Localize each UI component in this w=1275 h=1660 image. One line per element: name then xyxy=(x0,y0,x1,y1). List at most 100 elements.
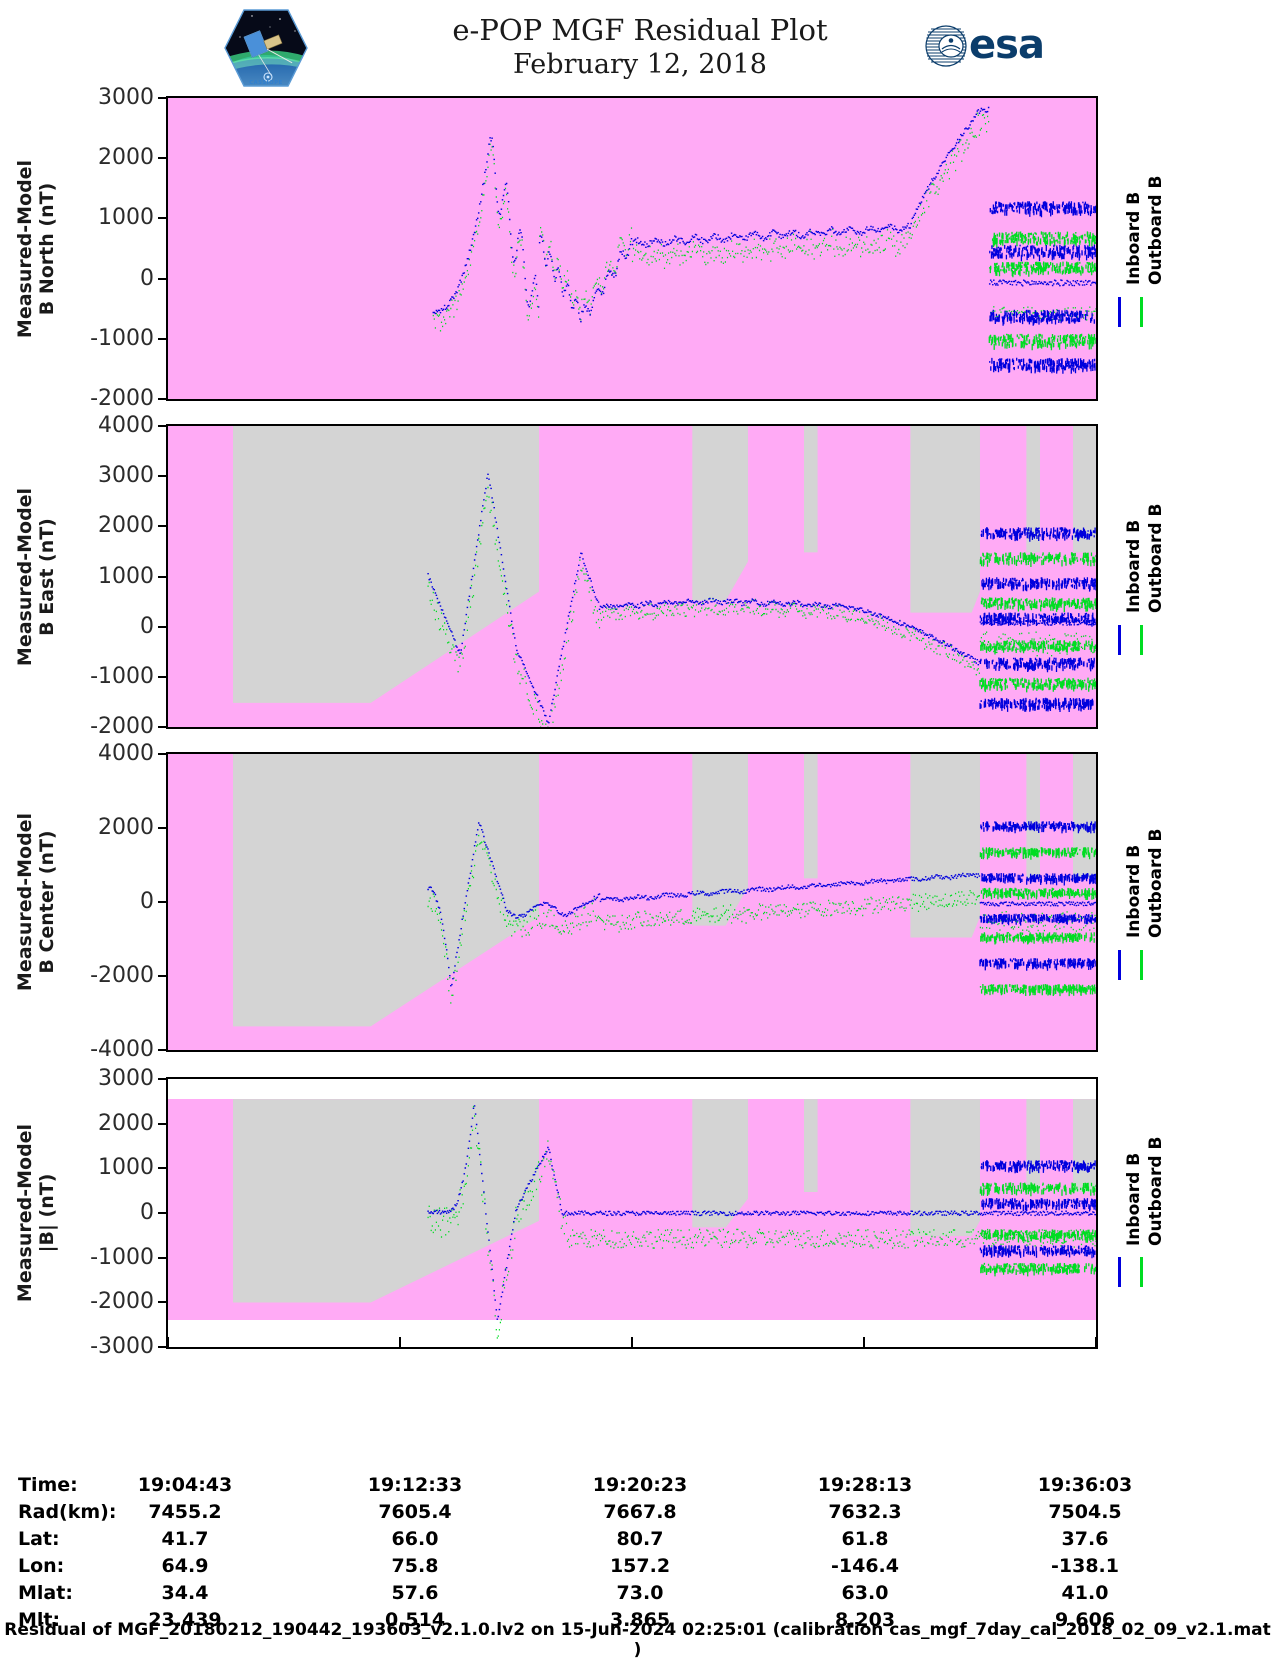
table-cell: 19:28:13 xyxy=(817,1474,913,1496)
y-axis-title-line1: Measured-Model xyxy=(14,812,36,992)
legend-swatch-outboard xyxy=(1140,625,1143,656)
scatter-band xyxy=(981,577,1096,592)
y-tick-mark xyxy=(158,827,167,829)
y-tick-mark xyxy=(158,398,167,400)
legend-swatch-outboard xyxy=(1140,950,1143,980)
table-cell: 8.203 xyxy=(834,1609,896,1631)
y-tick-mark xyxy=(158,726,167,728)
legend-swatch-inboard xyxy=(1118,625,1121,656)
data-traces-b-magnitude xyxy=(427,1105,1096,1339)
legend-label-inboard: Inboard B xyxy=(1124,1152,1144,1246)
y-tick-mark xyxy=(158,217,167,220)
page-header: CASSIOPE e-POP MGF Residual Plot Februar… xyxy=(0,0,1275,92)
y-tick-mark xyxy=(158,1212,167,1214)
y-tick-mark xyxy=(158,1301,167,1304)
y-tick-mark xyxy=(158,475,167,478)
y-tick-mark xyxy=(158,1122,167,1125)
shaded-region xyxy=(910,426,980,613)
y-axis-title-b-magnitude: Measured-Model |B| (nT) xyxy=(14,1093,58,1333)
table-cell: 19:12:33 xyxy=(367,1474,463,1496)
data-traces-b-east xyxy=(427,473,1096,727)
y-axis-b-magnitude: -3000 -2000 -1000 0 1000 2000 3000 xyxy=(54,1068,167,1358)
y-tick-label: -2000 xyxy=(90,963,154,988)
y-tick-label: 1000 xyxy=(98,563,154,589)
table-row: Mlat: 34.4 57.6 73.0 63.0 41.0 xyxy=(0,1582,1275,1609)
y-tick-label: -2000 xyxy=(90,386,154,411)
scatter-band xyxy=(979,1245,1096,1259)
scatter-band xyxy=(979,847,1096,860)
shaded-region xyxy=(692,1099,748,1228)
scatter-band xyxy=(979,677,1096,693)
outboard-b-trace xyxy=(432,112,1096,332)
table-cell: 23.439 xyxy=(148,1609,222,1631)
legend-label-outboard: Outboard B xyxy=(1146,828,1166,938)
scatter-band xyxy=(989,261,1096,278)
table-row-label: Rad(km): xyxy=(18,1501,117,1523)
esa-wordmark: esa xyxy=(969,22,1045,68)
scatter-band xyxy=(988,333,1096,351)
legend-b-north: Inboard B Outboard B xyxy=(1110,96,1180,401)
table-cell: 19:04:43 xyxy=(137,1474,233,1496)
y-tick-mark xyxy=(158,675,167,678)
legend-b-magnitude: Inboard B Outboard B xyxy=(1110,1077,1180,1349)
plot-panel-b-magnitude: -3000 -2000 -1000 0 1000 2000 3000 Measured-Mod… xyxy=(14,1068,1166,1358)
plot-area-b-center xyxy=(166,752,1098,1052)
y-tick-label: 3000 xyxy=(98,1066,154,1091)
y-tick-label: -2000 xyxy=(90,714,154,739)
plot-background-band xyxy=(168,98,1096,399)
x-tick-mark xyxy=(863,1337,865,1347)
y-tick-mark xyxy=(158,525,167,528)
plot-area-b-north xyxy=(166,96,1098,401)
y-tick-label: 3000 xyxy=(98,463,154,489)
data-traces-b-center xyxy=(427,821,1096,1004)
inboard-b-trace xyxy=(427,1105,1096,1320)
y-tick-label: -1000 xyxy=(90,663,154,689)
shaded-region xyxy=(1026,426,1041,553)
table-cell: 66.0 xyxy=(391,1528,439,1550)
scatter-band xyxy=(991,231,1096,248)
outboard-b-trace xyxy=(427,1105,1096,1339)
footer-caption: Residual of MGF_20180212_190442_193603_v… xyxy=(4,1620,1271,1660)
legend-swatch-outboard xyxy=(1140,1256,1143,1287)
y-tick-mark xyxy=(158,1346,167,1348)
y-tick-label: 0 xyxy=(140,1200,154,1225)
y-tick-mark xyxy=(158,1078,167,1080)
y-axis-title-b-center: Measured-Model B Center (nT) xyxy=(14,782,58,1022)
table-row-label: Lon: xyxy=(18,1555,65,1577)
y-tick-mark xyxy=(158,753,167,755)
legend-swatch-inboard xyxy=(1118,1256,1121,1287)
table-cell: 41.7 xyxy=(161,1528,209,1550)
y-tick-mark xyxy=(158,1167,167,1170)
scatter-band xyxy=(979,958,1096,971)
y-tick-label: -2000 xyxy=(90,1289,154,1315)
inboard-b-trace xyxy=(427,473,1096,724)
plot-panel-b-center: -4000 -2000 0 2000 4000 Measured-Model B Cente… xyxy=(14,743,1166,1061)
scatter-band xyxy=(980,1262,1096,1277)
table-cell: 19:36:03 xyxy=(1037,1474,1133,1496)
shaded-region xyxy=(1072,426,1096,553)
x-tick-mark xyxy=(631,1337,633,1347)
inboard-b-trace xyxy=(427,822,1096,987)
scatter-band xyxy=(979,552,1096,567)
cassiope-mission-patch-icon: CASSIOPE xyxy=(222,7,310,89)
y-tick-mark xyxy=(158,575,167,578)
table-cell: 19:20:23 xyxy=(592,1474,688,1496)
legend-label-inboard: Inboard B xyxy=(1124,844,1144,938)
y-axis-b-east: -2000 -1000 0 1000 2000 3000 4000 xyxy=(54,415,167,738)
y-tick-mark xyxy=(158,975,167,977)
scatter-band xyxy=(979,1182,1096,1197)
y-axis-b-north: -2000 -1000 0 1000 2000 3000 xyxy=(54,87,167,410)
scatter-band xyxy=(989,244,1096,262)
table-cell: 80.7 xyxy=(616,1528,664,1550)
ephemeris-table: Time: 19:04:43 19:12:33 19:20:23 19:28:13 19:… xyxy=(0,1474,1275,1636)
y-tick-label: 1000 xyxy=(98,1155,154,1181)
y-axis-title-line1: Measured-Model xyxy=(14,487,36,666)
y-tick-label: -1000 xyxy=(90,325,154,351)
table-cell: 7504.5 xyxy=(1048,1501,1122,1523)
table-cell: 63.0 xyxy=(841,1582,889,1604)
y-tick-mark xyxy=(158,1256,167,1259)
legend-label-outboard: Outboard B xyxy=(1146,1136,1166,1246)
table-cell: 34.4 xyxy=(161,1582,209,1604)
table-row: Lon: 64.9 75.8 157.2 -146.4 -138.1 xyxy=(0,1555,1275,1582)
plot-panel-b-east: -2000 -1000 0 1000 2000 3000 4000 Measured-Mode… xyxy=(14,415,1166,738)
